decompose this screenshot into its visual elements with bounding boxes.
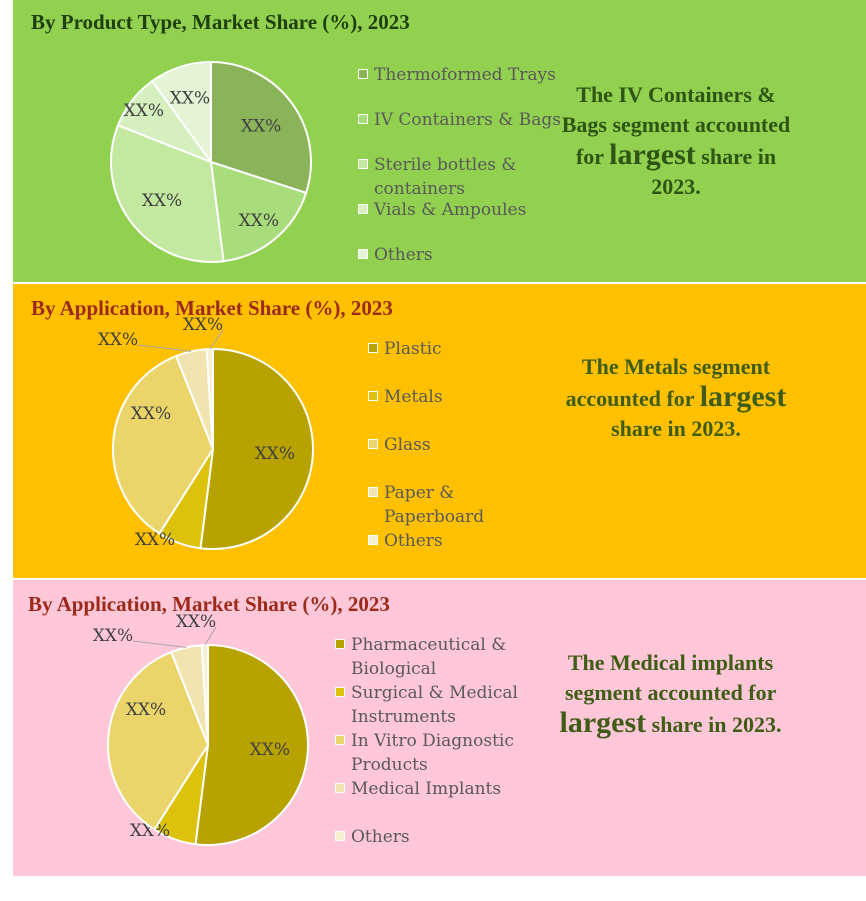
legend-item: Thermoformed Trays xyxy=(358,63,564,87)
legend-label: Others xyxy=(374,245,433,265)
data-label: XX% xyxy=(93,626,133,646)
note-text: The Medical implants segment accounted f… xyxy=(565,650,776,705)
legend-label: In Vitro Diagnostic Products xyxy=(351,731,514,775)
legend-item: Medical Implants xyxy=(335,777,551,801)
legend-swatch xyxy=(358,249,368,259)
panel-title: By Product Type, Market Share (%), 2023 xyxy=(31,10,410,34)
pie-slice xyxy=(209,160,308,263)
legend-swatch xyxy=(335,687,345,697)
legend-swatch xyxy=(335,735,345,745)
legend-item: Others xyxy=(368,529,574,553)
legend-item: Paper & Paperboard xyxy=(368,481,514,529)
pie-slice xyxy=(110,123,225,263)
legend-item: Vials & Ampoules xyxy=(358,198,564,222)
pie-chart: XX% XX% XX% XX% XX% xyxy=(110,60,312,263)
data-label: XX% xyxy=(241,117,281,137)
legend-item: IV Containers & Bags xyxy=(358,108,564,132)
data-label: XX% xyxy=(176,612,216,632)
legend-swatch xyxy=(368,391,378,401)
data-label: XX% xyxy=(131,404,171,424)
pie-slice xyxy=(112,354,215,535)
data-label: XX% xyxy=(130,821,170,841)
note-text: share in 2023. xyxy=(611,416,741,441)
legend-label: Others xyxy=(384,531,443,551)
legend-item: Pharmaceutical & Biological xyxy=(335,633,541,681)
legend-swatch xyxy=(335,639,345,649)
legend-label: Medical Implants xyxy=(351,779,502,799)
panel-title: By Application, Market Share (%), 2023 xyxy=(28,592,390,616)
legend-swatch xyxy=(368,535,378,545)
pie-slice xyxy=(150,60,212,166)
legend-label: Plastic xyxy=(384,339,442,359)
legend-label: Pharmaceutical & Biological xyxy=(351,635,507,679)
legend-swatch xyxy=(335,831,345,841)
legend-swatch xyxy=(358,159,368,169)
legend-item: Plastic xyxy=(368,337,574,361)
pie-slice xyxy=(194,643,309,846)
legend-swatch xyxy=(358,69,368,79)
legend-item: Surgical & Medical Instruments xyxy=(335,681,541,729)
data-label: XX% xyxy=(183,315,223,335)
data-label: XX% xyxy=(98,330,138,350)
leader-line xyxy=(137,344,192,352)
note-emphasis: largest xyxy=(609,138,696,171)
note-text: share in 2023. xyxy=(651,144,777,199)
legend-label: Thermoformed Trays xyxy=(374,65,556,85)
highlight-note: The Medical implants segment accounted f… xyxy=(553,648,788,740)
legend-item: Others xyxy=(335,825,541,849)
note-emphasis: largest xyxy=(699,380,787,413)
pie-slice xyxy=(210,60,312,195)
legend-label: Paper & Paperboard xyxy=(384,483,485,527)
pie-slice xyxy=(199,347,314,550)
end-use-panel: By Application, Market Share (%), 2023 X… xyxy=(13,580,866,876)
application-panel: By Application, Market Share (%), 2023 X… xyxy=(13,284,866,578)
legend-item: Glass xyxy=(368,433,574,457)
note-text: The Metals segment accounted for xyxy=(565,354,771,411)
legend-label: Sterile bottles & containers xyxy=(374,155,517,199)
data-label: XX% xyxy=(250,740,290,760)
pie-slice xyxy=(107,650,210,831)
pie-chart: XX% XX% XX% XX% XX% xyxy=(98,315,314,550)
legend-item: In Vitro Diagnostic Products xyxy=(335,729,541,777)
legend-swatch xyxy=(368,343,378,353)
product-type-panel: By Product Type, Market Share (%), 2023 … xyxy=(13,0,866,282)
data-label: XX% xyxy=(126,700,166,720)
pie-chart: XX% XX% XX% XX% XX% xyxy=(93,612,309,846)
legend-item: Metals xyxy=(368,385,574,409)
legend-label: Glass xyxy=(384,435,431,455)
legend-label: Vials & Ampoules xyxy=(374,200,527,220)
legend-item: Sterile bottles & containers xyxy=(358,153,564,201)
leader-line xyxy=(132,640,187,648)
legend-label: Surgical & Medical Instruments xyxy=(351,683,518,727)
data-label: XX% xyxy=(255,444,295,464)
data-label: XX% xyxy=(170,88,210,108)
leader-line xyxy=(204,626,217,646)
data-label: XX% xyxy=(142,191,182,211)
highlight-note: The Metals segment accounted for largest… xyxy=(561,352,791,444)
legend-item: Others xyxy=(358,243,564,267)
data-label: XX% xyxy=(135,530,175,550)
highlight-note: The IV Containers & Bags segment account… xyxy=(561,80,791,202)
legend-label: Others xyxy=(351,827,410,847)
legend-swatch xyxy=(358,204,368,214)
legend-label: IV Containers & Bags xyxy=(374,110,562,130)
legend-swatch xyxy=(368,487,378,497)
note-emphasis: largest xyxy=(559,706,647,739)
note-text: share in 2023. xyxy=(651,712,782,737)
data-label: XX% xyxy=(239,211,279,231)
legend-label: Metals xyxy=(384,387,443,407)
panel-title: By Application, Market Share (%), 2023 xyxy=(31,296,393,320)
note-text: The IV Containers & Bags segment account… xyxy=(561,82,791,169)
legend-swatch xyxy=(335,783,345,793)
leader-line xyxy=(209,329,224,350)
data-label: XX% xyxy=(124,101,164,121)
legend-swatch xyxy=(358,114,368,124)
legend-swatch xyxy=(368,439,378,449)
